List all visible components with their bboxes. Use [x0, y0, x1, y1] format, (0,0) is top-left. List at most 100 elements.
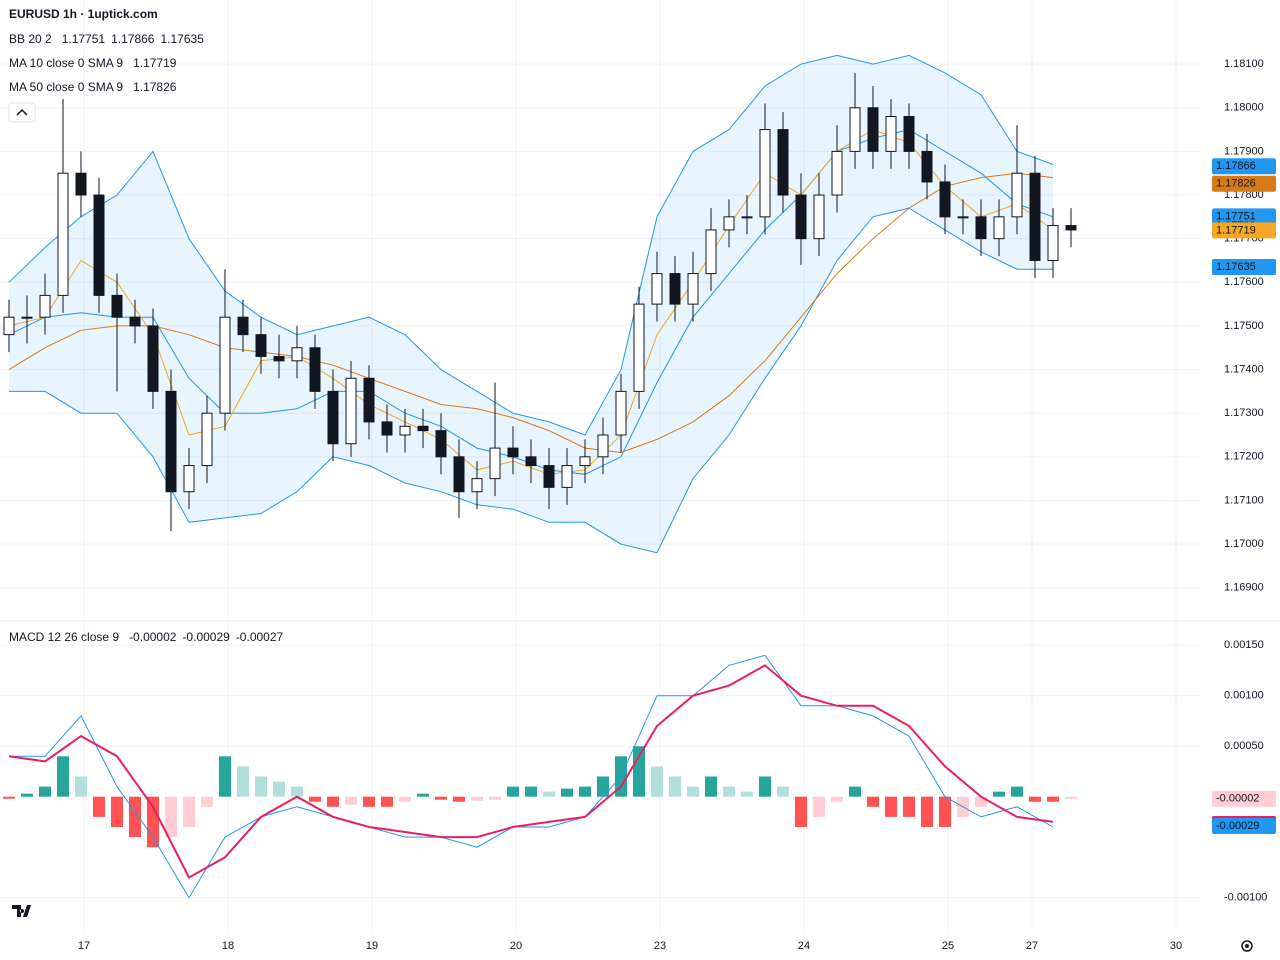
candle-body: [57, 172, 69, 296]
collapse-icon: [16, 108, 28, 116]
candle-body: [615, 390, 627, 436]
candle-body: [939, 181, 951, 218]
candle-body: [453, 456, 465, 493]
candle-body: [669, 273, 681, 305]
legend-value: -0.00002: [129, 630, 177, 644]
collapse-button-frame[interactable]: [8, 102, 36, 123]
price-tag: [1212, 259, 1276, 276]
y-tick-label: 1.16900: [1224, 582, 1264, 594]
y-tick-label: 1.17900: [1224, 145, 1264, 157]
histogram-bar: [219, 756, 231, 797]
price-tag-label: 1.17866: [1216, 160, 1256, 172]
candle-body: [741, 216, 753, 219]
candle-body: [1029, 172, 1041, 261]
histogram-bar: [345, 796, 357, 805]
candle-body: [1011, 172, 1023, 218]
histogram-bar: [21, 793, 33, 797]
candle-body: [201, 412, 213, 467]
histogram-bar: [471, 796, 483, 801]
candle-body: [489, 447, 501, 480]
candle-body: [561, 465, 573, 488]
y-tick-label: 1.18000: [1224, 102, 1264, 114]
y-tick-label: 1.17000: [1224, 538, 1264, 550]
candle-body: [273, 355, 285, 362]
candle-body: [543, 465, 555, 488]
histogram-bar: [1029, 796, 1041, 802]
legend-name: MA 50 close 0 SMA 9: [9, 80, 123, 94]
histogram-bar: [867, 796, 879, 807]
x-tick-label: 24: [798, 940, 810, 952]
y-tick-label: 1.17400: [1224, 363, 1264, 375]
histogram-bar: [687, 786, 699, 797]
histogram-bar: [3, 796, 15, 799]
x-tick-label: 27: [1026, 940, 1038, 952]
legend-value: 1.17866: [111, 32, 155, 46]
histogram-bar: [777, 786, 789, 797]
histogram-bar: [525, 786, 537, 797]
histogram-bar: [75, 776, 87, 797]
y-tick-label: 1.17200: [1224, 451, 1264, 463]
candle-body: [867, 107, 879, 152]
candle-body: [651, 273, 663, 305]
candle-body: [633, 303, 645, 392]
legend-value: 1.17751: [62, 32, 106, 46]
candle-body: [579, 456, 591, 467]
signal-line: [8, 664, 1054, 879]
settings-button[interactable]: [1241, 940, 1253, 952]
candle-body: [219, 316, 231, 414]
candle-body: [291, 347, 303, 362]
candle-body: [309, 347, 321, 392]
price-tag: [1212, 790, 1276, 807]
candle-body: [525, 456, 537, 467]
candle-body: [3, 316, 15, 336]
histogram-bar: [633, 746, 645, 797]
histogram-bar: [1047, 796, 1059, 802]
candle-body: [75, 172, 87, 196]
histogram-bar: [1011, 786, 1023, 797]
histogram-bar: [975, 796, 987, 807]
candle-body: [183, 465, 195, 493]
histogram-bar: [39, 786, 51, 797]
candle-body: [381, 421, 393, 436]
histogram-bar: [507, 786, 519, 797]
y-tick-label: 0.00150: [1224, 639, 1264, 651]
histogram-bar: [273, 781, 285, 797]
histogram-bar: [939, 796, 951, 827]
price-tag: [1212, 208, 1276, 225]
candle-body: [687, 273, 699, 305]
candle-body: [363, 377, 375, 423]
x-tick-label: 25: [942, 940, 954, 952]
candle-body: [417, 425, 429, 432]
histogram-bar: [849, 786, 861, 797]
candle-body: [93, 194, 105, 296]
settings-icon[interactable]: [1241, 940, 1253, 952]
collapse-button[interactable]: [8, 102, 36, 123]
candle-body: [903, 115, 915, 152]
histogram-bar: [237, 766, 249, 797]
histogram-bar: [597, 776, 609, 797]
candle-body: [795, 194, 807, 240]
price-tag-label: -0.00002: [1216, 793, 1259, 805]
candle-body: [975, 216, 987, 240]
text-layer: 17 18 19 20 23 24 25 27 30 1.16900 1.17000 1.17100 1…: [9, 32, 1276, 952]
histogram-bar: [435, 796, 447, 800]
candle-body: [885, 115, 897, 152]
candle-body: [129, 316, 141, 327]
price-tag: [1212, 817, 1276, 834]
histogram-bar: [579, 786, 591, 797]
candle-body: [849, 107, 861, 152]
histogram-bar: [309, 796, 321, 802]
candle-body: [39, 294, 51, 318]
y-tick-label: 1.17600: [1224, 276, 1264, 288]
legend-value: 1.17635: [160, 32, 204, 46]
candle-body: [597, 434, 609, 458]
price-tag: [1212, 175, 1276, 192]
price-tag-label: -0.00029: [1216, 820, 1259, 832]
histogram-bar: [381, 796, 393, 807]
histogram-bar: [705, 776, 717, 797]
histogram-bar: [813, 796, 825, 817]
band-lower: [9, 207, 1053, 554]
histogram-bar: [291, 786, 303, 797]
y-tick-label: 1.17800: [1224, 189, 1264, 201]
histogram-bar: [723, 786, 735, 797]
